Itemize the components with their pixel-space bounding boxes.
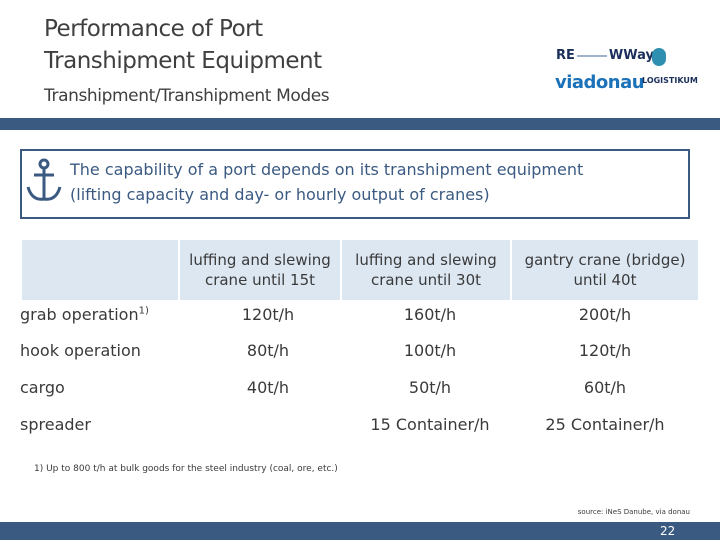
cell: 120t/h [578,341,632,360]
cell: 80t/h [246,341,290,360]
anchor-icon [26,158,62,201]
logo: RE WWay [556,48,654,63]
row-label-text: grab operation [20,305,139,324]
header-cell: luffing and slewing crane until 15t [180,240,340,300]
footer-bar [0,522,720,540]
footnote: 1) Up to 800 t/h at bulk goods for the s… [34,464,338,474]
callout-text: (lifting capacity and day- or hourly out… [70,185,490,204]
header-cell [22,240,178,300]
cell: 120t/h [241,305,295,324]
cell: 160t/h [403,305,457,324]
logo: LOGISTIKUM [642,76,698,85]
footnote-ref: 1) [138,305,149,317]
cell: 40t/h [246,378,290,397]
row-label-text: hook operation [20,341,141,360]
logo-text: RE [556,48,575,63]
callout-box [20,149,690,219]
header-cell: luffing and slewing crane until 30t [342,240,510,300]
cell: 200t/h [578,305,632,324]
cell: 25 Container/h [545,415,665,434]
header-cell: gantry crane (bridge) until 40t [512,240,698,300]
cell: 60t/h [583,378,627,397]
title-line: Performance of Port [44,16,263,42]
title-line: Transhipment Equipment [44,48,322,74]
header-bar [0,118,720,130]
cell: 100t/h [403,341,457,360]
row-label: cargo [20,378,65,397]
callout-text: The capability of a port depends on its … [70,160,584,179]
cell: 50t/h [408,378,452,397]
logo-icon [652,48,666,66]
page-number: 22 [660,524,676,538]
logo: viadonau [555,72,645,93]
row-label-text: cargo [20,378,65,397]
cell: 15 Container/h [370,415,490,434]
subtitle: Transhipment/Transhipment Modes [44,86,330,106]
row-label: hook operation [20,341,141,360]
row-label-text: spreader [20,415,91,434]
row-label: spreader [20,415,91,434]
source: source: iNeS Danube, via donau [577,508,690,516]
logo-text: WWay [608,48,654,63]
row-label: grab operation1) [20,305,149,324]
